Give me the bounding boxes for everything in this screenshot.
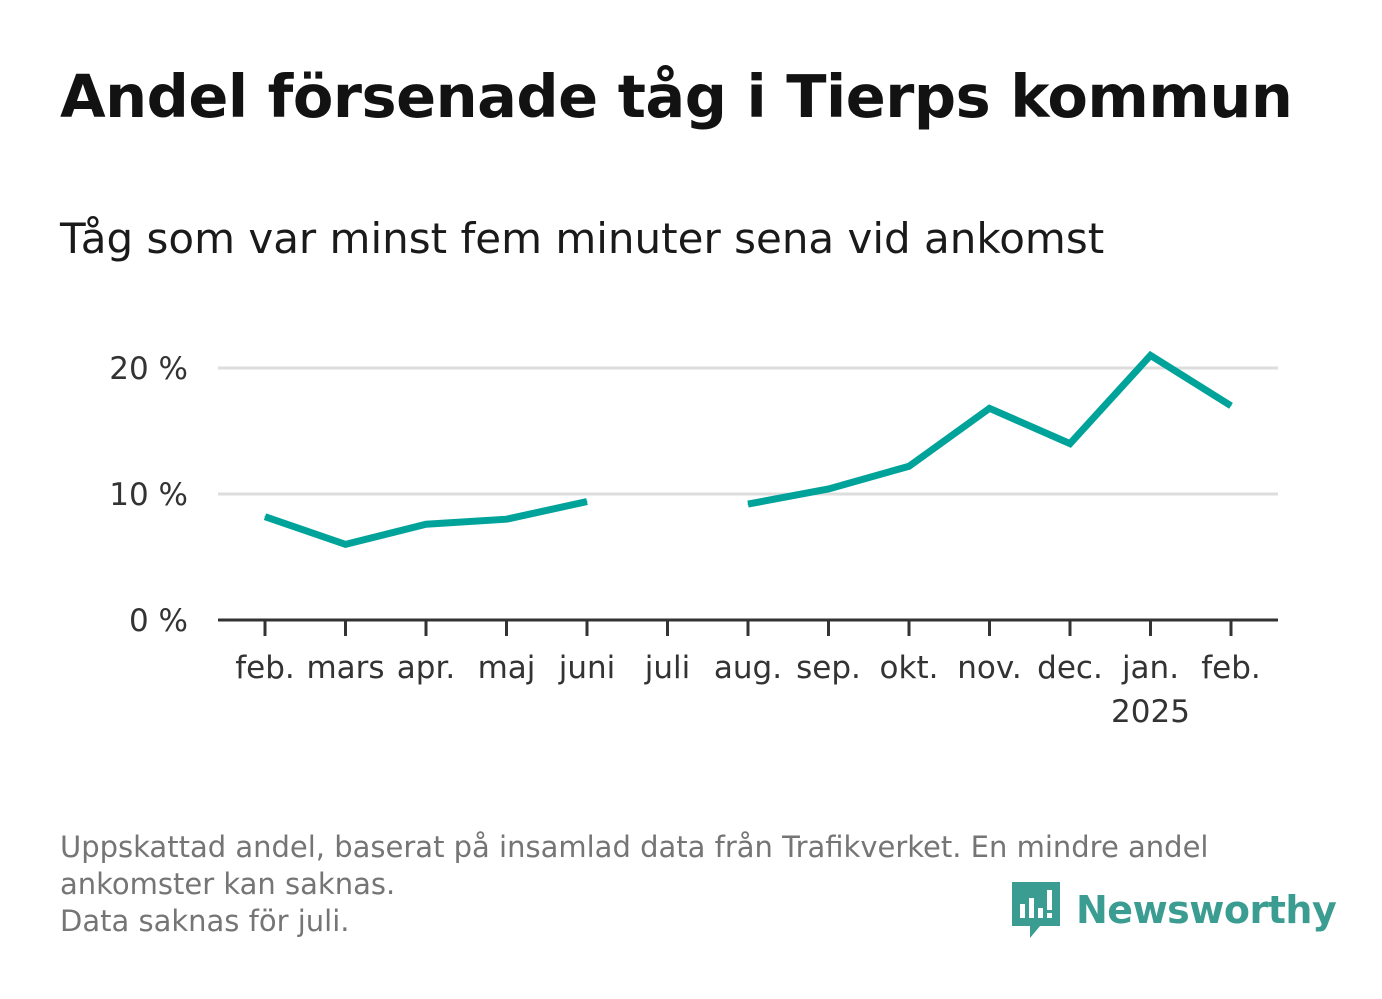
grid-lines [218,366,1278,496]
series-line-segment [747,350,1233,508]
x-tick-label: okt. [880,650,939,686]
data-point [1150,354,1151,356]
data-point [425,523,427,525]
x-tick-label: feb. [1201,650,1261,686]
y-tick-label: 20 % [109,351,188,387]
chart-subtitle: Tåg som var minst fem minuter sena vid a… [60,214,1105,263]
x-tick-label: feb. [235,650,295,686]
x-tick-label: jan. [1121,650,1179,686]
data-point [586,501,588,503]
brand-name: Newsworthy [1076,888,1337,932]
x-tick-label: dec. [1037,650,1103,686]
x-tick-label: nov. [957,650,1021,686]
series-line-segment [263,498,588,549]
x-tick-label: aug. [714,650,782,686]
footnote-line: Uppskattad andel, baserat på insamlad da… [60,830,1209,864]
chart-title: Andel försenade tåg i Tierps kommun [60,62,1293,131]
newsworthy-logo-icon [1012,882,1060,938]
footnote: Uppskattad andel, baserat på insamlad da… [60,829,1320,940]
data-point [1069,443,1071,445]
x-tick-label: juli [644,650,691,686]
data-point [506,518,507,520]
series-layer [263,350,1233,549]
x-tick-sublabel: 2025 [1111,694,1190,730]
data-point [1230,405,1232,407]
footnote-line: Data saknas för juli. [60,904,350,938]
y-tick-label: 10 % [109,477,188,513]
data-point [828,488,829,490]
footnote-line: ankomster kan saknas. [60,867,396,901]
brand-logo: Newsworthy [1010,880,1337,940]
x-tick-label: apr. [397,650,455,686]
y-tick-label: 0 % [129,603,188,639]
x-tick-label: sep. [796,650,861,686]
data-point [747,503,749,505]
data-point [264,516,266,518]
y-axis-ticks: 0 % 10 % 20 % [109,351,188,639]
data-point [989,407,990,409]
x-tick-label: mars [306,650,384,686]
x-tick-label: maj [478,650,536,686]
data-point [345,543,346,545]
line-chart: 0 % 10 % 20 % feb. mars apr. maj juni juli aug. s… [109,350,1278,730]
x-tick-label: juni [558,650,616,686]
data-point [908,465,910,467]
x-axis-ticks: feb. mars apr. maj juni juli aug. sep. okt. nov. d… [235,620,1261,730]
